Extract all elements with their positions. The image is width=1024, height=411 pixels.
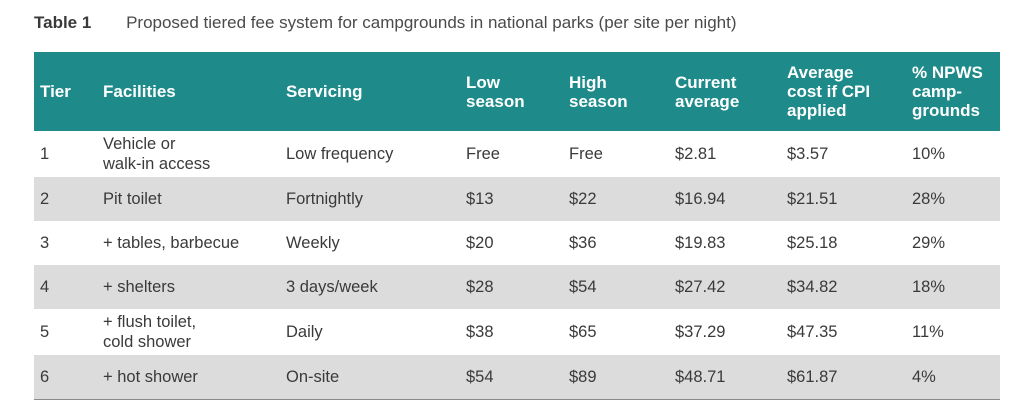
cell-tier: 2	[40, 190, 50, 208]
header-npws: % NPWS camp- grounds	[906, 52, 1000, 131]
table-caption: Table 1 Proposed tiered fee system for c…	[34, 12, 737, 34]
cell-low: $13	[466, 190, 494, 208]
header-high-line2: season	[569, 91, 628, 111]
cell-low: Free	[466, 145, 500, 163]
cell-current: $27.42	[675, 278, 726, 296]
cell-tier: 1	[40, 145, 50, 163]
table-row: 1 Vehicle or walk-in access Low frequenc…	[34, 131, 1000, 177]
cell-avg-cpi: $34.82	[787, 278, 838, 296]
fee-table: Tier Facilities Servicing Low season Hig…	[34, 52, 1000, 400]
cell-tier: 3	[40, 234, 50, 252]
cell-facilities: Pit toilet	[103, 190, 162, 208]
header-servicing-text: Servicing	[286, 82, 363, 101]
header-average-cpi: Average cost if CPI applied	[781, 52, 906, 131]
header-tier-text: Tier	[40, 82, 71, 101]
cell-high: $22	[569, 190, 597, 208]
cell-servicing: 3 days/week	[286, 278, 378, 296]
cell-high: Free	[569, 145, 603, 163]
header-avg-line2: cost if CPI	[787, 82, 871, 101]
cell-npws: 4%	[912, 367, 936, 386]
cell-servicing: Daily	[286, 323, 323, 341]
cell-tier: 5	[40, 323, 50, 341]
cell-low: $38	[466, 323, 494, 341]
header-tier: Tier	[34, 52, 97, 131]
table-row: 6 + hot shower On-site $54 $89 $48.71 $6…	[34, 355, 1000, 399]
cell-current: $48.71	[675, 367, 726, 386]
table-row: 4 + shelters 3 days/week $28 $54 $27.42 …	[34, 265, 1000, 309]
cell-high: $36	[569, 234, 597, 252]
header-npws-line2: camp-	[912, 82, 963, 101]
header-npws-line3: grounds	[912, 101, 980, 120]
header-low-line1: Low	[466, 72, 500, 92]
cell-facilities: Vehicle or walk-in access	[97, 131, 280, 177]
cell-facilities-line2: cold shower	[103, 333, 192, 351]
cell-npws: 28%	[912, 190, 946, 208]
cell-avg-cpi: $25.18	[787, 234, 838, 252]
header-npws-line1: % NPWS	[912, 63, 983, 82]
cell-current: $16.94	[675, 190, 726, 208]
cell-npws: 10%	[912, 145, 946, 163]
cell-current: $19.83	[675, 234, 726, 252]
cell-high: $65	[569, 323, 597, 341]
header-low-season: Low season	[460, 52, 563, 131]
cell-npws: 18%	[912, 278, 946, 296]
cell-low: $28	[466, 278, 494, 296]
cell-servicing: On-site	[286, 367, 340, 386]
table-row: 3 + tables, barbecue Weekly $20 $36 $19.…	[34, 221, 1000, 265]
header-current-line1: Current	[675, 72, 737, 92]
cell-facilities-line1: + flush toilet,	[103, 313, 197, 331]
header-facilities-text: Facilities	[103, 82, 176, 101]
header-high-line1: High	[569, 72, 607, 92]
cell-facilities-line2: walk-in access	[103, 155, 211, 173]
cell-current: $2.81	[675, 145, 717, 163]
cell-high: $54	[569, 278, 597, 296]
cell-avg-cpi: $21.51	[787, 190, 838, 208]
cell-facilities: + shelters	[103, 278, 175, 296]
table-row: 5 + flush toilet, cold shower Daily $38 …	[34, 309, 1000, 355]
cell-low: $20	[466, 234, 494, 252]
header-avg-line3: applied	[787, 101, 847, 120]
cell-servicing: Weekly	[286, 234, 340, 252]
table-number: Table 1	[34, 13, 92, 32]
cell-npws: 29%	[912, 234, 946, 252]
table-header-row: Tier Facilities Servicing Low season Hig…	[34, 52, 1000, 131]
cell-facilities: + tables, barbecue	[103, 234, 240, 252]
header-current-line2: average	[675, 91, 740, 111]
header-servicing: Servicing	[280, 52, 460, 131]
cell-high: $89	[569, 367, 597, 386]
cell-avg-cpi: $3.57	[787, 145, 829, 163]
cell-servicing: Fortnightly	[286, 190, 364, 208]
cell-facilities-line1: Vehicle or	[103, 135, 176, 153]
header-high-season: High season	[563, 52, 669, 131]
cell-tier: 6	[40, 367, 50, 386]
cell-tier: 4	[40, 278, 50, 296]
cell-avg-cpi: $47.35	[787, 323, 838, 341]
cell-current: $37.29	[675, 323, 726, 341]
header-facilities: Facilities	[97, 52, 280, 131]
header-current-average: Current average	[669, 52, 781, 131]
cell-npws: 11%	[912, 323, 944, 341]
cell-avg-cpi: $61.87	[787, 367, 838, 386]
header-avg-line1: Average	[787, 63, 854, 82]
cell-servicing: Low frequency	[286, 145, 394, 163]
cell-facilities: + flush toilet, cold shower	[97, 309, 280, 355]
table-row: 2 Pit toilet Fortnightly $13 $22 $16.94 …	[34, 177, 1000, 221]
cell-low: $54	[466, 367, 494, 386]
header-low-line2: season	[466, 91, 525, 111]
table-title: Proposed tiered fee system for campgroun…	[126, 13, 737, 32]
cell-facilities: + hot shower	[103, 367, 198, 386]
